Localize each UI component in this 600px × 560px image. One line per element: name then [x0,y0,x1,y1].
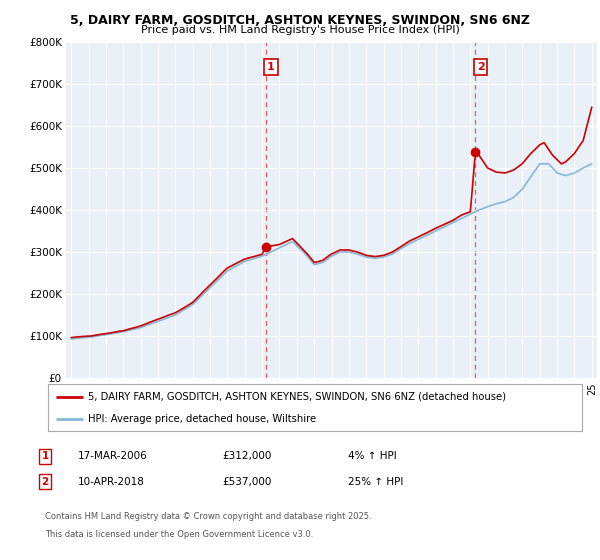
Text: 4% ↑ HPI: 4% ↑ HPI [348,451,397,461]
Text: Price paid vs. HM Land Registry's House Price Index (HPI): Price paid vs. HM Land Registry's House … [140,25,460,35]
Text: £312,000: £312,000 [222,451,271,461]
Text: 1: 1 [41,451,49,461]
Text: 17-MAR-2006: 17-MAR-2006 [78,451,148,461]
Text: 25% ↑ HPI: 25% ↑ HPI [348,477,403,487]
Text: 2: 2 [41,477,49,487]
Text: Contains HM Land Registry data © Crown copyright and database right 2025.: Contains HM Land Registry data © Crown c… [45,512,371,521]
Text: 10-APR-2018: 10-APR-2018 [78,477,145,487]
Text: 5, DAIRY FARM, GOSDITCH, ASHTON KEYNES, SWINDON, SN6 6NZ (detached house): 5, DAIRY FARM, GOSDITCH, ASHTON KEYNES, … [88,392,506,402]
Text: 1: 1 [267,62,275,72]
Text: This data is licensed under the Open Government Licence v3.0.: This data is licensed under the Open Gov… [45,530,313,539]
Text: 2: 2 [476,62,484,72]
Text: £537,000: £537,000 [222,477,271,487]
Text: 5, DAIRY FARM, GOSDITCH, ASHTON KEYNES, SWINDON, SN6 6NZ: 5, DAIRY FARM, GOSDITCH, ASHTON KEYNES, … [70,14,530,27]
Text: HPI: Average price, detached house, Wiltshire: HPI: Average price, detached house, Wilt… [88,414,316,424]
